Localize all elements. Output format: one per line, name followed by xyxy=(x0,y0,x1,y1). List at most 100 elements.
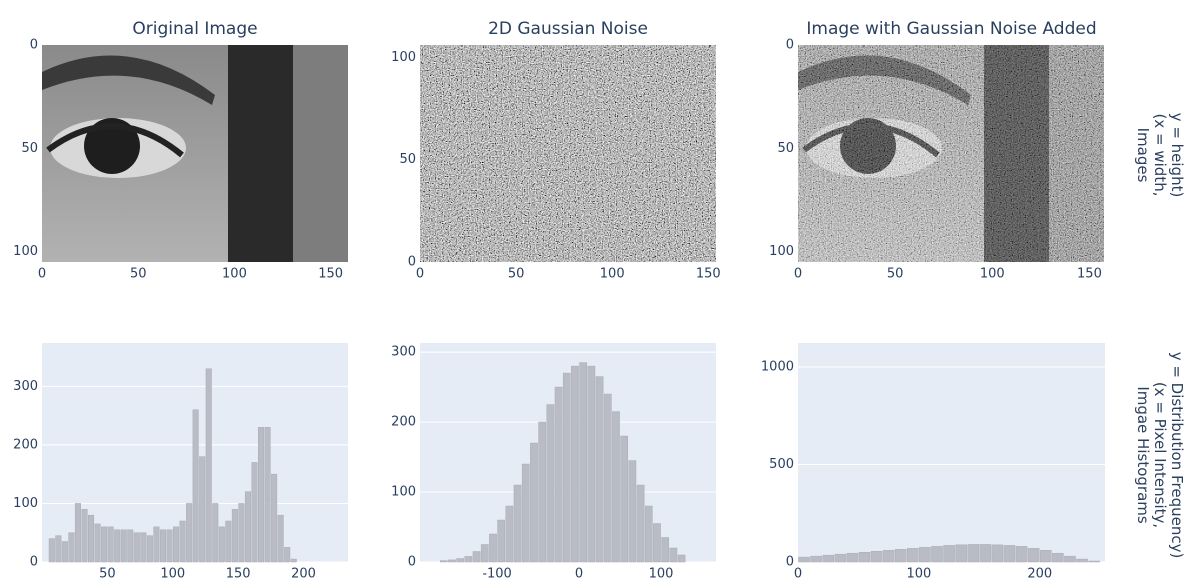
plot-background xyxy=(798,343,1105,562)
subplot-title: Image with Gaussian Noise Added xyxy=(806,19,1096,39)
histogram-bar xyxy=(251,462,258,563)
y-tick-label: 300 xyxy=(13,379,38,394)
x-tick-label: 200 xyxy=(1027,567,1052,582)
y-tick-label: 100 xyxy=(769,244,794,259)
histogram-bar xyxy=(238,503,245,563)
image-noise xyxy=(420,45,716,262)
histogram-bar xyxy=(882,550,895,563)
histogram-bar xyxy=(497,519,506,563)
histogram-bar xyxy=(277,514,284,563)
histogram-bar xyxy=(595,376,604,563)
histogram-bar xyxy=(1076,558,1088,563)
histogram-bar xyxy=(677,554,686,563)
x-tick-label: 150 xyxy=(1077,267,1102,282)
annotation: Imgae Histograms(x = Pixel Intensity,y =… xyxy=(1135,352,1187,559)
histogram-bar xyxy=(258,427,265,563)
histogram-bar xyxy=(244,491,251,563)
histogram-bar xyxy=(114,529,121,563)
histogram-bar xyxy=(480,544,489,563)
x-tick-label: 0 xyxy=(794,567,802,582)
y-tick-label: 100 xyxy=(13,244,38,259)
histogram-bar xyxy=(587,365,596,563)
histogram-bar xyxy=(127,529,134,563)
histogram-bar xyxy=(620,435,629,563)
histogram-bar xyxy=(858,551,871,563)
histogram-bar xyxy=(571,365,579,563)
histogram-bar xyxy=(472,551,481,563)
histogram-bar xyxy=(870,551,883,563)
histogram-bar xyxy=(159,529,166,563)
histogram-bar xyxy=(636,484,645,563)
histogram-bar xyxy=(439,560,448,563)
y-tick-label: 300 xyxy=(391,345,416,360)
histogram-bar xyxy=(153,526,160,563)
y-tick-label: 200 xyxy=(391,415,416,430)
histogram-bar xyxy=(1015,546,1028,563)
histogram-bar xyxy=(199,456,206,563)
y-tick-label: 50 xyxy=(399,152,416,167)
y-tick-label: 0 xyxy=(786,38,794,53)
histogram-bar xyxy=(290,558,297,563)
histogram-bar xyxy=(1027,548,1040,563)
histogram-bar xyxy=(179,520,186,563)
histogram-bar xyxy=(661,537,670,563)
histogram-bar xyxy=(513,484,522,563)
x-tick-label: 150 xyxy=(696,267,721,282)
x-tick-label: 0 xyxy=(38,267,46,282)
histogram-bar xyxy=(456,558,465,563)
x-tick-label: 150 xyxy=(318,267,343,282)
y-tick-label: 0 xyxy=(30,38,38,53)
histogram-bar xyxy=(669,547,678,563)
histogram-bar xyxy=(530,442,538,563)
subplot-title: 2D Gaussian Noise xyxy=(488,19,648,39)
x-tick-label: 100 xyxy=(222,267,247,282)
y-tick-label: 200 xyxy=(13,437,38,452)
histogram-bar xyxy=(979,544,992,563)
histogram-bar xyxy=(967,544,980,563)
x-tick-label: 0 xyxy=(575,567,583,582)
histogram-bar xyxy=(834,553,847,563)
y-tick-label: 500 xyxy=(769,457,794,472)
y-tick-label: 100 xyxy=(391,485,416,500)
histogram-bar xyxy=(218,526,225,563)
histogram-bar xyxy=(919,547,931,563)
histogram-bar xyxy=(61,541,68,563)
x-tick-label: 0 xyxy=(794,267,802,282)
histogram-bar xyxy=(101,526,108,563)
y-tick-label: 1000 xyxy=(761,359,794,374)
histogram-bar xyxy=(271,473,278,563)
histogram-bar xyxy=(212,503,219,563)
histogram-bar xyxy=(120,529,127,563)
histogram-bar xyxy=(88,514,95,563)
histogram-bar xyxy=(1064,555,1076,563)
x-tick-label: 100 xyxy=(600,267,625,282)
histogram-bar xyxy=(505,505,514,563)
histogram-bar xyxy=(94,523,101,563)
histogram-bar xyxy=(521,463,530,563)
histogram-bar xyxy=(140,532,147,563)
x-tick-label: 100 xyxy=(649,567,674,582)
y-tick-label: 0 xyxy=(408,555,416,570)
x-tick-label: 50 xyxy=(130,267,147,282)
y-tick-label: 0 xyxy=(30,555,38,570)
image-original xyxy=(42,45,348,262)
histogram-bar xyxy=(225,520,232,563)
x-tick-label: 150 xyxy=(226,567,251,582)
histogram-bar xyxy=(205,368,212,563)
y-tick-label: 100 xyxy=(13,496,38,511)
histogram-bar xyxy=(107,526,114,563)
histogram-bar xyxy=(146,535,153,563)
histogram-bar xyxy=(907,548,919,563)
histogram-bar xyxy=(538,421,547,563)
x-tick-label: 100 xyxy=(160,567,185,582)
image-noisy xyxy=(798,45,1104,262)
histogram-bar xyxy=(81,509,88,563)
histogram-bar xyxy=(173,526,180,563)
y-tick-label: 100 xyxy=(391,50,416,65)
y-tick-label: 50 xyxy=(777,141,794,156)
y-tick-label: 0 xyxy=(786,555,794,570)
histogram-bar xyxy=(489,533,497,563)
histogram-bar xyxy=(628,460,637,563)
y-tick-label: 50 xyxy=(21,141,38,156)
